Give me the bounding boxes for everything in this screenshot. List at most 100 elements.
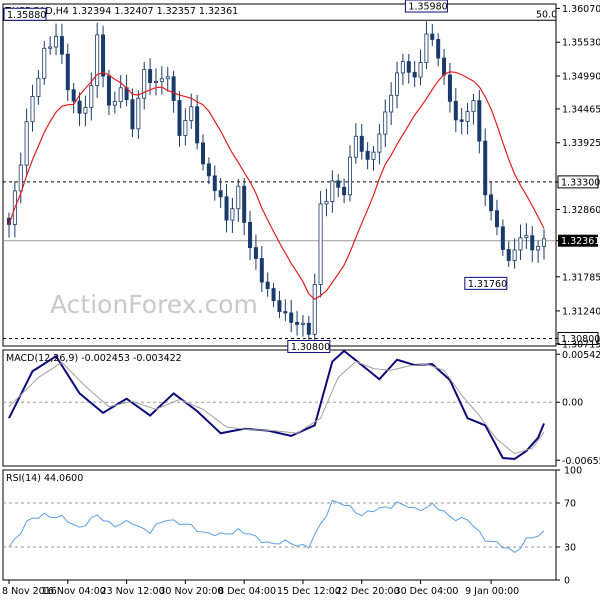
candle-body (465, 111, 470, 122)
candle-body (24, 121, 29, 166)
rsi-tick-label: 70 (564, 499, 576, 510)
candle-body (265, 281, 270, 289)
candle-body (271, 288, 276, 302)
candle-body (512, 249, 517, 261)
candle-body (248, 221, 253, 249)
candle-body (295, 321, 300, 325)
candle-body (171, 76, 176, 101)
price-tick-label: 1.30800 (561, 334, 600, 345)
rsi-title: RSI(14) 44.0600 (6, 473, 83, 484)
candle-body (159, 78, 164, 82)
price-tick-label: 1.33300 (561, 177, 600, 188)
candle-body (118, 87, 123, 103)
macd-line (8, 349, 545, 460)
candle-body (477, 100, 482, 142)
price-tick-label: 1.35530 (562, 38, 600, 49)
x-tick-label: 30 Dec 04:00 (395, 586, 459, 597)
rsi-line (8, 499, 545, 554)
candle-body (494, 210, 499, 228)
annotation-box (404, 0, 448, 13)
candle-body (459, 119, 464, 122)
level-price-box (557, 331, 599, 345)
candle-body (418, 62, 423, 78)
rsi-tick-label: 100 (564, 466, 582, 477)
candle-body (71, 89, 76, 102)
candle-body (306, 322, 311, 335)
price-tick-label: 1.34465 (562, 104, 600, 115)
x-tick-label: 30 Nov 20:00 (159, 586, 223, 597)
candle-body (395, 72, 400, 96)
candle-body (183, 120, 188, 136)
current-price-label: 1.32361 (561, 236, 600, 247)
candle-body (300, 322, 305, 325)
candle-body (347, 156, 352, 196)
candle-body (259, 258, 264, 283)
x-tick-label: 8 Dec 04:00 (218, 586, 276, 597)
candle-body (42, 47, 47, 79)
candle-body (353, 135, 358, 158)
candle-body (36, 77, 41, 97)
price-tick-label: 1.36070 (562, 4, 600, 15)
candle-body (542, 238, 547, 247)
candle-body (30, 96, 35, 123)
candle-body (318, 203, 323, 285)
price-tick-label: 1.31240 (562, 306, 600, 317)
candle-body (89, 85, 94, 108)
price-tick-label: 1.31785 (562, 272, 600, 283)
price-tick-label: 1.30715 (562, 339, 600, 350)
x-tick-label: 8 Nov 2016 (2, 586, 57, 597)
candle-body (101, 34, 106, 77)
candle-body (136, 97, 141, 130)
candle-body (389, 94, 394, 113)
chart-header-title: USDCAD,H4 1.32394 1.32407 1.32357 1.3236… (12, 6, 238, 17)
annotation-box (464, 276, 508, 290)
candle-body (377, 133, 382, 153)
price-panel-frame (2, 3, 557, 347)
candle-body (142, 69, 147, 99)
candle-body (48, 46, 53, 49)
candle-body (206, 163, 211, 177)
candle-body (383, 111, 388, 135)
candle-body (77, 100, 82, 114)
candle-body (312, 284, 317, 335)
watermark-text: ActionForex.com (50, 290, 258, 319)
candle-body (506, 249, 511, 261)
candle-body (130, 99, 135, 130)
candle-body (330, 180, 335, 202)
rsi-tick-label: 0 (564, 576, 570, 587)
candle-body (236, 185, 241, 210)
candle-body (500, 226, 505, 250)
candle-body (59, 36, 64, 55)
macd-panel-frame (2, 349, 557, 467)
candle-body (83, 107, 88, 114)
x-tick-label: 16 Nov 04:00 (42, 586, 106, 597)
candle-body (218, 190, 223, 198)
candle-body (54, 36, 59, 48)
candle-body (148, 69, 153, 83)
candle-body (471, 100, 476, 113)
candle-body (424, 33, 429, 63)
annotation-label: 1.35980 (408, 2, 447, 13)
candle-body (289, 312, 294, 323)
annotation-label: 1.35880 (7, 10, 46, 21)
candle-body (106, 75, 111, 106)
candle-body (153, 80, 158, 83)
candle-body (230, 208, 235, 221)
macd-signal-line (8, 360, 545, 455)
candle-body (365, 150, 370, 160)
candle-body (524, 235, 529, 239)
candle-body (277, 300, 282, 312)
candle-body (95, 34, 100, 87)
candle-body (536, 245, 541, 251)
rsi-panel-frame (2, 469, 557, 581)
fib-level-label: 50.0 (536, 9, 557, 20)
candle-body (201, 142, 206, 165)
candle-body (324, 201, 329, 205)
x-tick-label: 23 Nov 12:00 (101, 586, 165, 597)
candle-body (253, 247, 258, 259)
candle-body (177, 100, 182, 136)
annotation-label: 1.31760 (468, 279, 507, 290)
candle-body (112, 101, 117, 106)
candle-body (489, 194, 494, 212)
